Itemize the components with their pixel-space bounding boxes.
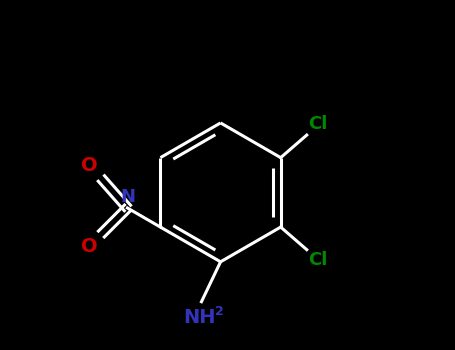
Text: 2: 2 [215,304,224,317]
Text: N: N [120,188,135,206]
Text: NH: NH [183,308,216,327]
Text: O: O [81,238,98,257]
Text: Cl: Cl [308,116,328,133]
Text: O: O [81,156,98,175]
Text: Cl: Cl [308,251,328,270]
